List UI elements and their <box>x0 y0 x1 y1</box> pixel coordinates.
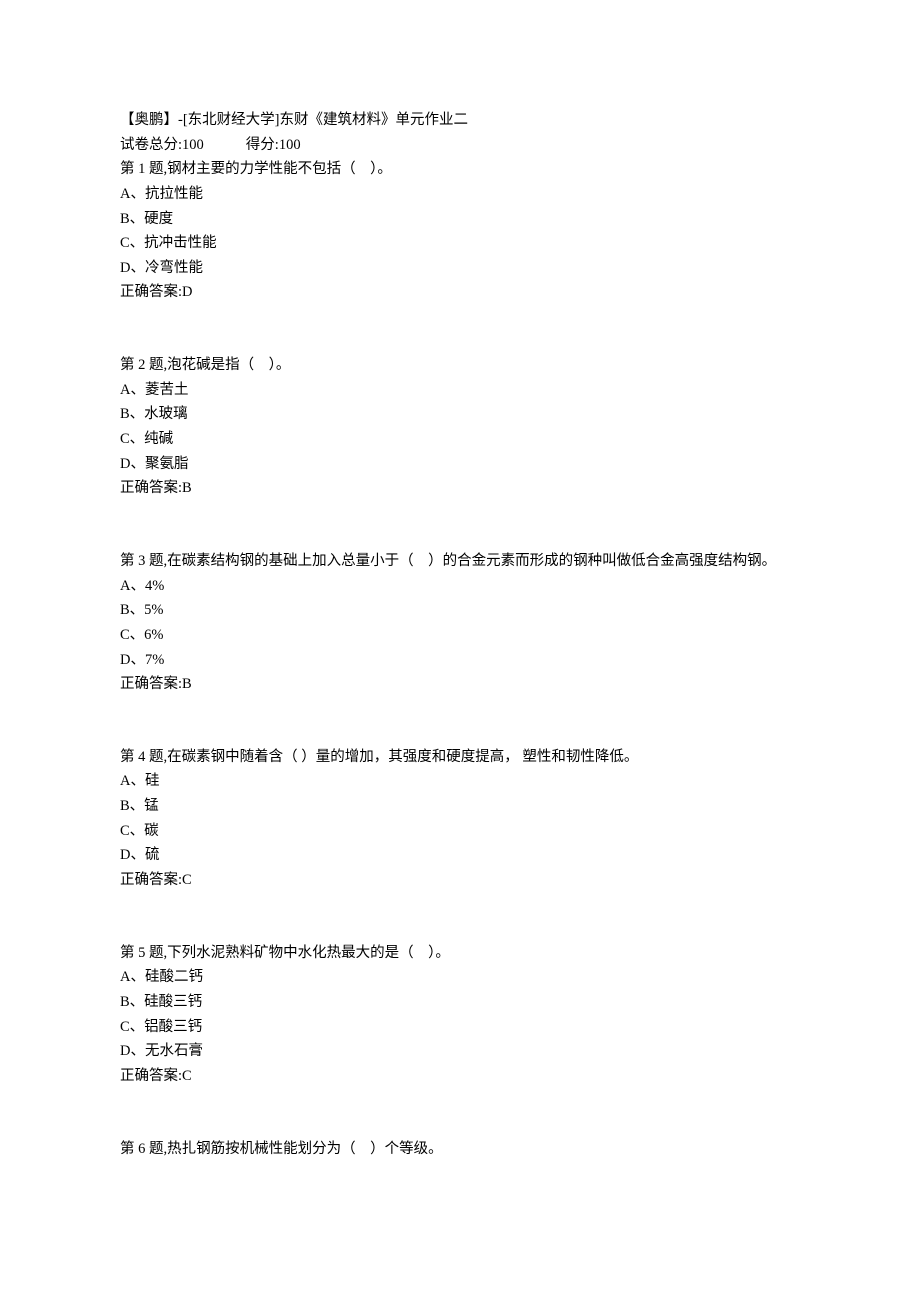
question-stem: 第 5 题,下列水泥熟料矿物中水化热最大的是（ ）。 <box>120 941 800 966</box>
question-block: 第 2 题,泡花碱是指（ ）。 A、菱苦土 B、水玻璃 C、纯碱 D、聚氨脂 正… <box>120 353 800 501</box>
question-option: A、硅 <box>120 769 800 794</box>
question-option: A、抗拉性能 <box>120 182 800 207</box>
answer-value: C <box>182 872 192 888</box>
answer-value: C <box>182 1068 192 1084</box>
answer-value: B <box>182 480 192 496</box>
answer-line: 正确答案:C <box>120 1064 800 1089</box>
total-label: 试卷总分: <box>120 133 182 158</box>
total-value: 100 <box>182 133 204 158</box>
question-stem: 第 1 题,钢材主要的力学性能不包括（ ）。 <box>120 157 800 182</box>
answer-label: 正确答案: <box>120 872 182 888</box>
score-row: 试卷总分:100 得分:100 <box>120 133 800 158</box>
question-option: B、硬度 <box>120 207 800 232</box>
question-option: D、硫 <box>120 843 800 868</box>
answer-line: 正确答案:B <box>120 672 800 697</box>
answer-label: 正确答案: <box>120 1068 182 1084</box>
question-block: 第 3 题,在碳素结构钢的基础上加入总量小于（ ）的合金元素而形成的钢种叫做低合… <box>120 549 800 697</box>
question-block: 第 1 题,钢材主要的力学性能不包括（ ）。 A、抗拉性能 B、硬度 C、抗冲击… <box>120 157 800 305</box>
document-page: 【奥鹏】-[东北财经大学]东财《建筑材料》单元作业二 试卷总分:100 得分:1… <box>0 0 920 1201</box>
answer-label: 正确答案: <box>120 676 182 692</box>
question-option: A、菱苦土 <box>120 378 800 403</box>
question-option: C、6% <box>120 623 800 648</box>
question-option: B、5% <box>120 598 800 623</box>
question-option: D、7% <box>120 648 800 673</box>
question-option: D、聚氨脂 <box>120 452 800 477</box>
question-stem: 第 6 题,热扎钢筋按机械性能划分为（ ）个等级。 <box>120 1137 800 1162</box>
answer-line: 正确答案:C <box>120 868 800 893</box>
question-option: B、锰 <box>120 794 800 819</box>
question-stem: 第 4 题,在碳素钢中随着含（ ）量的增加，其强度和硬度提高， 塑性和韧性降低。 <box>120 745 800 770</box>
doc-title: 【奥鹏】-[东北财经大学]东财《建筑材料》单元作业二 <box>120 108 800 133</box>
question-option: D、冷弯性能 <box>120 256 800 281</box>
question-stem: 第 3 题,在碳素结构钢的基础上加入总量小于（ ）的合金元素而形成的钢种叫做低合… <box>120 549 800 574</box>
question-block: 第 4 题,在碳素钢中随着含（ ）量的增加，其强度和硬度提高， 塑性和韧性降低。… <box>120 745 800 893</box>
question-block: 第 5 题,下列水泥熟料矿物中水化热最大的是（ ）。 A、硅酸二钙 B、硅酸三钙… <box>120 941 800 1089</box>
score-label: 得分: <box>246 133 279 158</box>
answer-value: D <box>182 284 192 300</box>
question-option: C、纯碱 <box>120 427 800 452</box>
question-option: A、硅酸二钙 <box>120 965 800 990</box>
question-option: B、水玻璃 <box>120 402 800 427</box>
question-option: A、4% <box>120 574 800 599</box>
question-option: C、碳 <box>120 819 800 844</box>
answer-line: 正确答案:D <box>120 280 800 305</box>
answer-value: B <box>182 676 192 692</box>
question-option: D、无水石膏 <box>120 1039 800 1064</box>
score-value: 100 <box>279 133 301 158</box>
answer-label: 正确答案: <box>120 284 182 300</box>
answer-line: 正确答案:B <box>120 476 800 501</box>
answer-label: 正确答案: <box>120 480 182 496</box>
question-option: C、铝酸三钙 <box>120 1015 800 1040</box>
question-block: 第 6 题,热扎钢筋按机械性能划分为（ ）个等级。 <box>120 1137 800 1162</box>
question-stem: 第 2 题,泡花碱是指（ ）。 <box>120 353 800 378</box>
question-option: B、硅酸三钙 <box>120 990 800 1015</box>
question-option: C、抗冲击性能 <box>120 231 800 256</box>
